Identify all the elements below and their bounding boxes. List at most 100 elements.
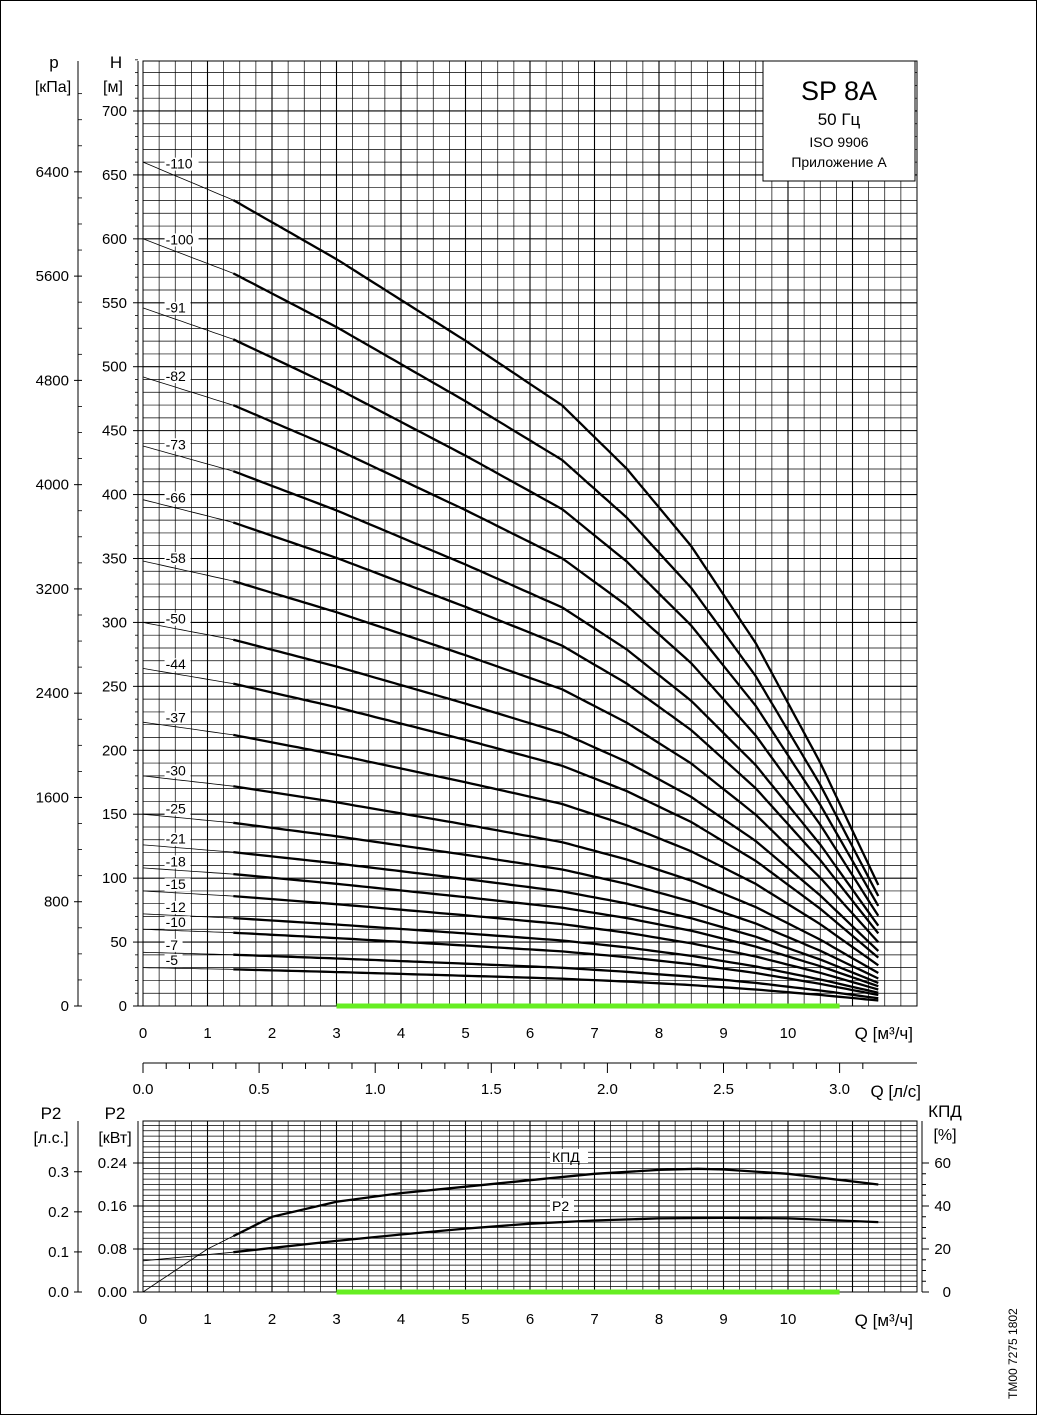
kw-axis-title: P2 (105, 1104, 126, 1123)
h-tick-label: 150 (102, 806, 127, 823)
p-tick-label: 5600 (36, 268, 69, 285)
power-curve (232, 1167, 879, 1238)
title-box (762, 60, 916, 182)
p-tick-label: 1600 (36, 789, 69, 806)
h-tick-label: 600 (102, 231, 127, 248)
curve-label: -30 (166, 762, 186, 778)
curve-label: -73 (166, 436, 186, 452)
p-tick-label: 0 (61, 998, 69, 1015)
eff-tick-label: 60 (934, 1155, 951, 1172)
h-axis-unit: [м] (103, 79, 123, 96)
label-layer: 0501001502002503003504004505005506006507… (33, 53, 962, 1330)
curve-label: -110 (166, 156, 193, 172)
h-tick-label: 500 (102, 359, 127, 376)
q2-tick-label: 1 (203, 1311, 211, 1328)
q-tick-label: 2 (268, 1025, 276, 1042)
q-tick-label: 6 (526, 1025, 534, 1042)
hp-axis-title: P2 (41, 1104, 62, 1123)
head-curve-thin-73 (142, 445, 234, 472)
document-code: TM00 7275 1802 (1006, 1308, 1020, 1399)
p-axis-unit: [кПа] (35, 79, 71, 96)
head-curve-thin-110 (142, 161, 234, 201)
curve-label: -7 (166, 937, 179, 953)
curve-label-bg (164, 878, 191, 892)
p-tick-label: 2400 (36, 685, 69, 702)
curve-label: -25 (166, 800, 186, 816)
p-tick-label: 3200 (36, 581, 69, 598)
head-curve-50 (233, 638, 880, 952)
q2-tick-label: 7 (590, 1311, 598, 1328)
curve-label: -15 (166, 876, 186, 892)
frequency-label: 50 Гц (818, 110, 861, 129)
q-tick-label: 9 (719, 1025, 727, 1042)
head-curve-12 (233, 916, 879, 994)
head-curve-18 (233, 872, 879, 988)
hp-tick-label: 0.3 (48, 1164, 69, 1181)
head-curve-15 (233, 894, 879, 991)
head-curve-73 (232, 470, 880, 927)
q-tick-label: 1 (203, 1025, 211, 1042)
head-curve-thin-100 (142, 238, 234, 274)
power-curve (233, 1216, 879, 1254)
ls-tick-label: 0.5 (249, 1081, 270, 1098)
p-tick-label: 800 (44, 894, 69, 911)
head-curve-5 (233, 968, 879, 1002)
ls-tick-label: 1.5 (481, 1081, 502, 1098)
head-curve-thin-10 (142, 928, 234, 934)
eff-tick-label: 20 (934, 1241, 951, 1258)
curve-label: -18 (166, 853, 186, 869)
head-curve-thin-25 (142, 813, 234, 824)
curve-label-bg (164, 916, 191, 930)
head-curve-82 (232, 404, 880, 917)
eff-tick-label: 40 (934, 1198, 951, 1215)
grid-layer (142, 60, 918, 1293)
curve-label-bg (164, 711, 191, 725)
h-tick-label: 50 (110, 934, 127, 951)
kw-axis-unit: [кВт] (98, 1130, 131, 1147)
h-tick-label: 200 (102, 742, 127, 759)
ls-tick-label: 1.0 (365, 1081, 386, 1098)
head-curve-66 (232, 521, 880, 935)
curve-label-bg (164, 612, 191, 626)
q2-tick-label: 2 (268, 1311, 276, 1328)
curve-label: -12 (166, 899, 186, 915)
q-tick-label: 8 (655, 1025, 663, 1042)
curve-label-bg (164, 855, 191, 869)
p-axis-title: p (49, 53, 58, 72)
head-curve-thin-7 (142, 951, 234, 956)
p-tick-label: 4000 (36, 477, 69, 494)
hp-tick-label: 0.0 (48, 1284, 69, 1301)
q2-tick-label: 4 (397, 1311, 405, 1328)
q-tick-label: 3 (332, 1025, 340, 1042)
h-tick-label: 350 (102, 550, 127, 567)
head-curve-thin-91 (142, 307, 234, 340)
head-curve-thin-5 (142, 967, 234, 970)
curve-label: -91 (166, 300, 186, 316)
ls-tick-label: 2.5 (713, 1081, 734, 1098)
h-tick-label: 650 (102, 167, 127, 184)
curve-label: -82 (166, 368, 186, 384)
eff-axis-title: КПД (928, 1102, 962, 1121)
q2-tick-label: 9 (719, 1311, 727, 1328)
eff-label-bg (550, 1149, 588, 1163)
curve-label-bg (164, 157, 199, 171)
h-tick-label: 400 (102, 487, 127, 504)
head-curve-100 (232, 272, 880, 897)
head-curve-thin-82 (142, 376, 234, 406)
curve-label-bg (164, 938, 183, 952)
head-curve-thin-18 (142, 867, 234, 875)
h-tick-label: 0 (119, 998, 127, 1015)
head-curve-44 (233, 682, 880, 959)
head-curve-thin-37 (142, 721, 234, 736)
curve-label-bg (164, 802, 191, 816)
p-tick-label: 4800 (36, 372, 69, 389)
head-curve-thin-15 (142, 890, 234, 897)
h-tick-label: 550 (102, 295, 127, 312)
q-tick-label: 10 (780, 1025, 797, 1042)
q2-tick-label: 10 (780, 1311, 797, 1328)
kw-tick-label: 0.08 (98, 1241, 127, 1258)
curve-label: -5 (166, 952, 179, 968)
curve-label-bg (164, 900, 191, 914)
curve-label: -100 (166, 231, 194, 247)
